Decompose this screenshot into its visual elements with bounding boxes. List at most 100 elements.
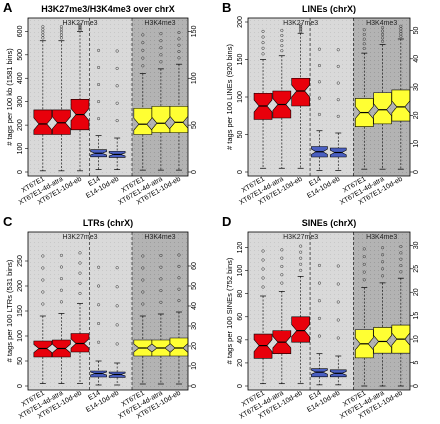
bg-texture-dot (158, 92, 159, 93)
bg-texture-dot (70, 48, 71, 49)
bg-texture-dot (118, 298, 119, 299)
bg-texture-dot (334, 172, 335, 173)
bg-texture-dot (178, 68, 179, 69)
bg-texture-dot (70, 326, 71, 327)
bg-texture-dot (146, 40, 147, 41)
bg-texture-dot (30, 116, 31, 117)
bg-texture-dot (258, 128, 259, 129)
bg-texture-dot (354, 96, 355, 97)
bg-texture-dot (138, 298, 139, 299)
bg-texture-dot (322, 44, 323, 45)
bg-texture-dot (170, 258, 171, 259)
y-axis-label: # tags per 100 kb (1581 bins) (5, 48, 14, 146)
bg-texture-dot (54, 28, 55, 29)
bg-texture-dot (102, 128, 103, 129)
bg-texture-dot (102, 164, 103, 165)
bg-texture-dot (134, 68, 135, 69)
bg-texture-dot (274, 84, 275, 85)
bg-texture-dot (30, 346, 31, 347)
bg-texture-dot (78, 36, 79, 37)
bg-texture-dot (74, 36, 75, 37)
bg-texture-dot (118, 302, 119, 303)
bg-texture-dot (294, 124, 295, 125)
bg-texture-dot (250, 164, 251, 165)
bg-texture-dot (346, 92, 347, 93)
bg-texture-dot (266, 48, 267, 49)
bg-texture-dot (322, 88, 323, 89)
bg-texture-dot (38, 140, 39, 141)
bg-texture-dot (166, 44, 167, 45)
bg-texture-dot (62, 330, 63, 331)
bg-texture-dot (174, 172, 175, 173)
bg-texture-dot (122, 68, 123, 69)
bg-texture-dot (118, 124, 119, 125)
bg-texture-dot (114, 282, 115, 283)
bg-texture-dot (118, 330, 119, 331)
bg-texture-dot (146, 80, 147, 81)
bg-texture-dot (154, 156, 155, 157)
bg-texture-dot (86, 342, 87, 343)
bg-texture-dot (342, 88, 343, 89)
bg-texture-dot (354, 24, 355, 25)
bg-texture-dot (46, 80, 47, 81)
bg-texture-dot (362, 88, 363, 89)
bg-texture-dot (162, 322, 163, 323)
bg-texture-dot (182, 72, 183, 73)
bg-texture-dot (94, 88, 95, 89)
bg-texture-dot (370, 84, 371, 85)
bg-texture-dot (350, 140, 351, 141)
bg-texture-dot (350, 76, 351, 77)
bg-texture-dot (166, 290, 167, 291)
bg-texture-dot (50, 44, 51, 45)
bg-texture-dot (402, 88, 403, 89)
bg-texture-dot (66, 250, 67, 251)
bg-texture-dot (150, 20, 151, 21)
bg-texture-dot (94, 140, 95, 141)
bg-texture-dot (386, 56, 387, 57)
bg-texture-dot (138, 68, 139, 69)
bg-texture-dot (182, 382, 183, 383)
bg-texture-dot (342, 104, 343, 105)
bg-texture-dot (298, 152, 299, 153)
bg-texture-dot (50, 140, 51, 141)
bg-texture-dot (294, 168, 295, 169)
bg-texture-dot (334, 40, 335, 41)
bg-texture-dot (154, 28, 155, 29)
bg-texture-dot (150, 156, 151, 157)
outlier-point (381, 32, 385, 37)
bg-texture-dot (326, 48, 327, 49)
bg-texture-dot (386, 84, 387, 85)
bg-texture-dot (34, 382, 35, 383)
bg-texture-dot (162, 100, 163, 101)
bg-texture-dot (402, 24, 403, 25)
bg-texture-dot (46, 238, 47, 239)
bg-texture-dot (106, 96, 107, 97)
bg-texture-dot (354, 32, 355, 33)
bg-texture-dot (122, 160, 123, 161)
bg-texture-dot (326, 36, 327, 37)
bg-texture-dot (50, 306, 51, 307)
bg-texture-dot (374, 112, 375, 113)
bg-texture-dot (46, 298, 47, 299)
bg-texture-dot (150, 92, 151, 93)
bg-texture-dot (162, 136, 163, 137)
bg-texture-dot (106, 254, 107, 255)
bg-texture-dot (378, 132, 379, 133)
bg-texture-dot (178, 24, 179, 25)
bg-texture-dot (402, 124, 403, 125)
bg-texture-dot (82, 362, 83, 363)
bg-texture-dot (174, 144, 175, 145)
bg-texture-dot (262, 160, 263, 161)
bg-texture-dot (106, 358, 107, 359)
bg-texture-dot (170, 100, 171, 101)
outlier-point (280, 39, 284, 43)
bg-texture-dot (250, 132, 251, 133)
bg-texture-dot (374, 80, 375, 81)
bg-texture-dot (110, 160, 111, 161)
bg-texture-dot (170, 56, 171, 57)
bg-texture-dot (354, 104, 355, 105)
bg-texture-dot (326, 76, 327, 77)
bg-texture-dot (186, 322, 187, 323)
bg-texture-dot (46, 310, 47, 311)
bg-texture-dot (282, 64, 283, 65)
